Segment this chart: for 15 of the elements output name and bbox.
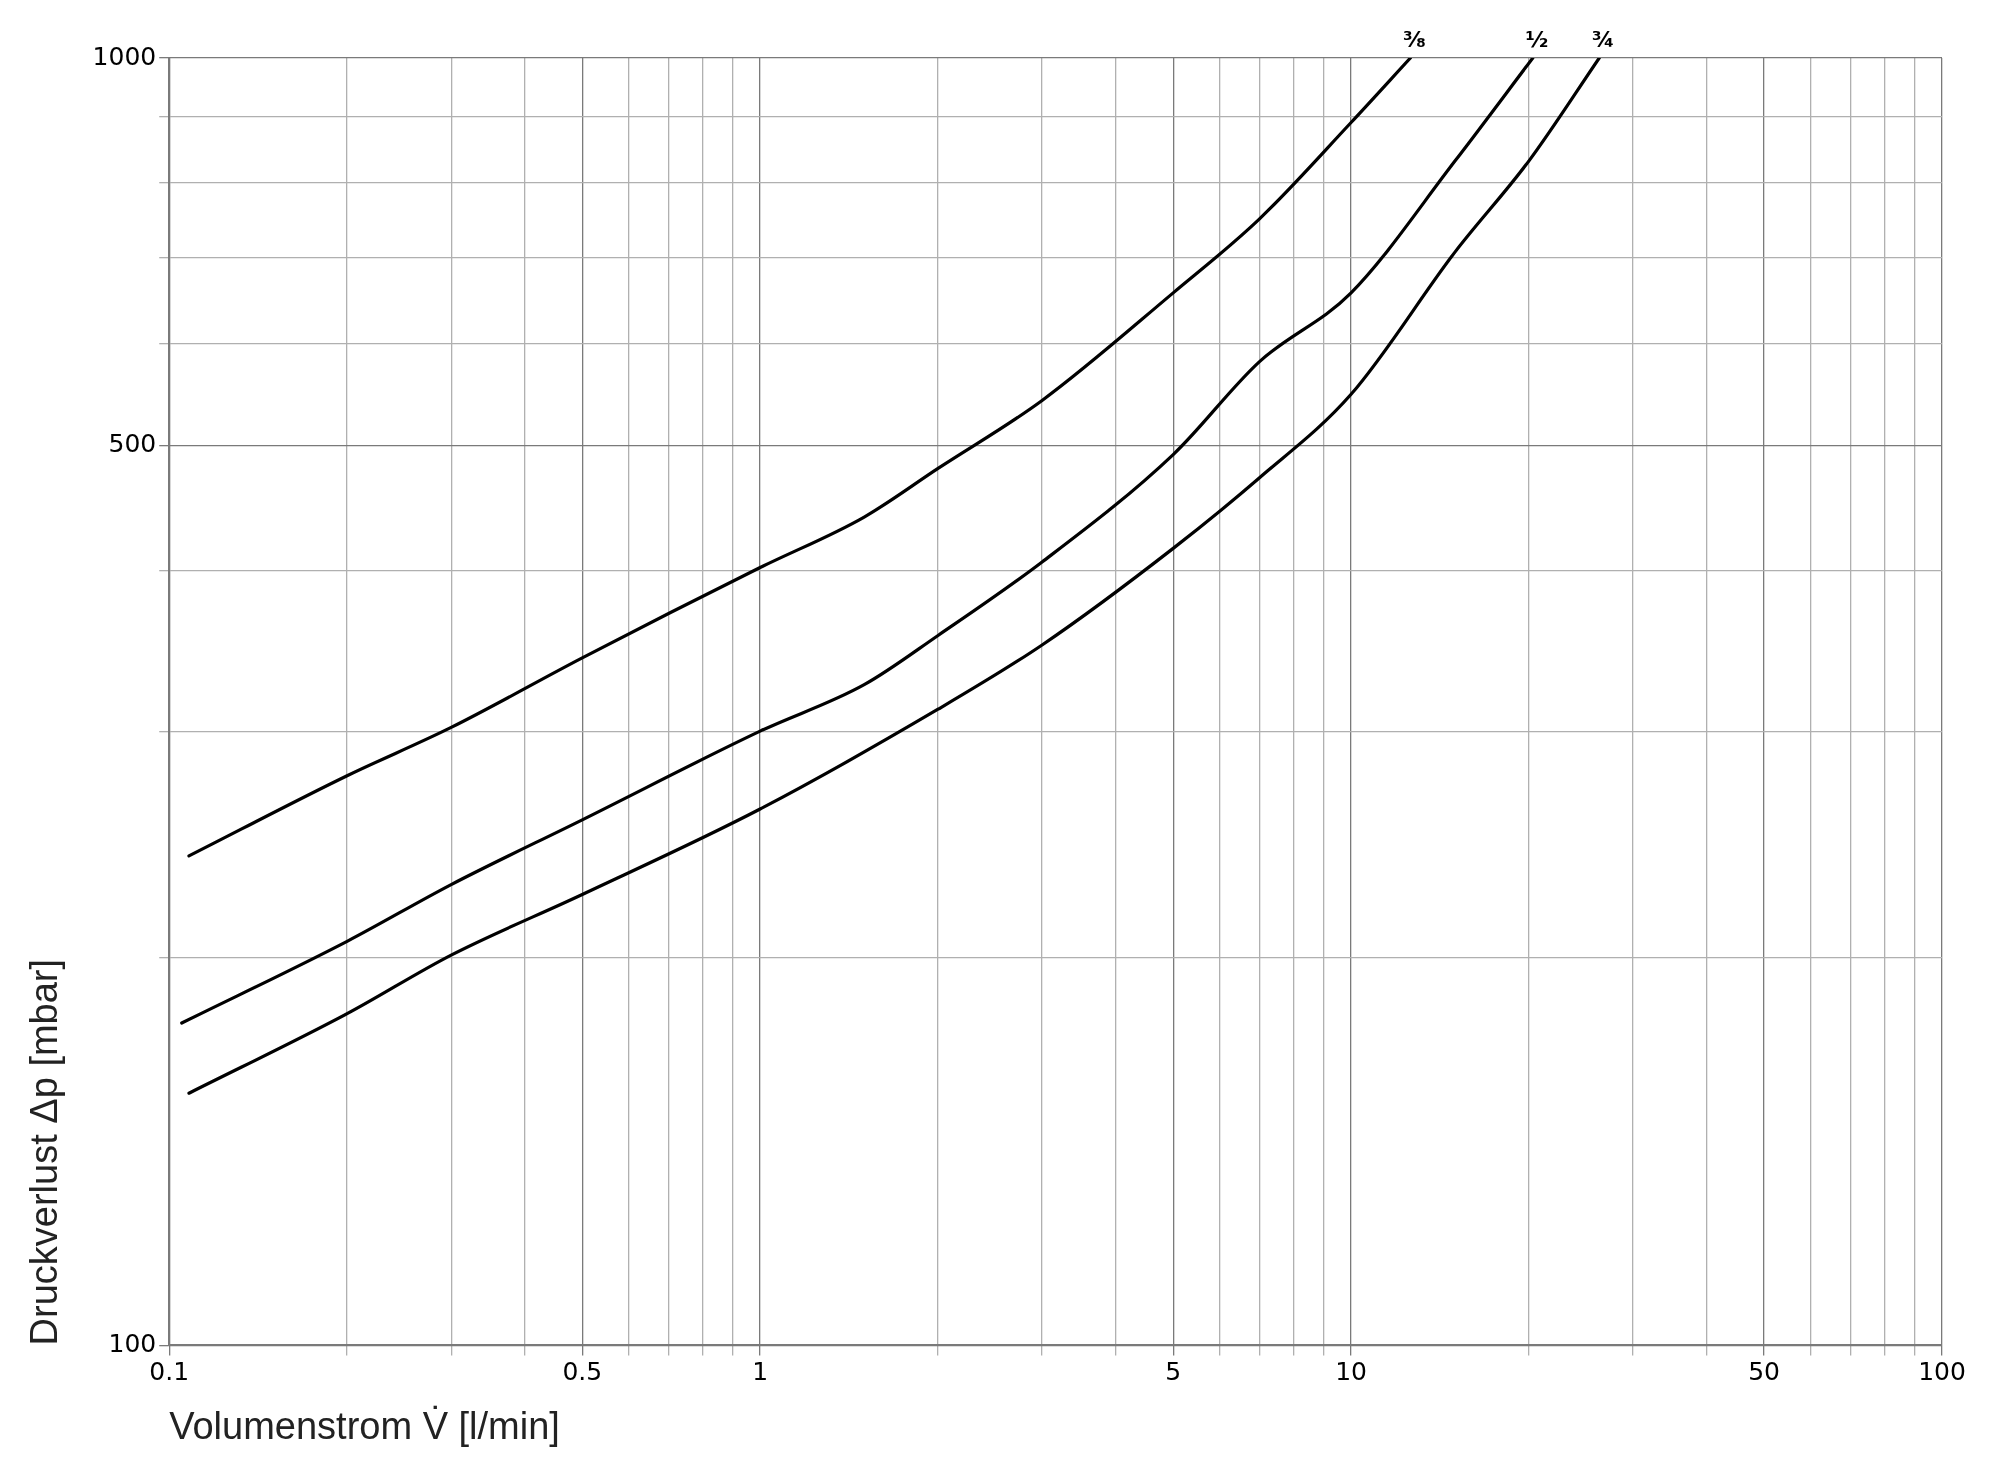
x-axis-title: Volumenstrom V̇ [l/min]	[169, 1404, 560, 1447]
x-tick-label: 0.5	[562, 1356, 603, 1386]
y-tick-label: 500	[108, 429, 157, 459]
y-tick-label: 100	[108, 1328, 157, 1358]
series-label: ½	[1525, 26, 1549, 52]
x-tick-label: 100	[1918, 1356, 1966, 1386]
x-tick-label: 10	[1335, 1356, 1367, 1386]
series-label: ³⁄₈	[1402, 26, 1426, 52]
series-label: ¾	[1591, 26, 1615, 52]
x-tick-label: 1	[752, 1356, 769, 1386]
x-tick-label: 50	[1748, 1356, 1781, 1386]
x-tick-label: 0.1	[149, 1356, 190, 1386]
y-tick-label: 1000	[92, 41, 157, 71]
y-axis-title: Druckverlust Δp [mbar]	[23, 958, 66, 1346]
x-tick-label: 5	[1165, 1356, 1182, 1386]
